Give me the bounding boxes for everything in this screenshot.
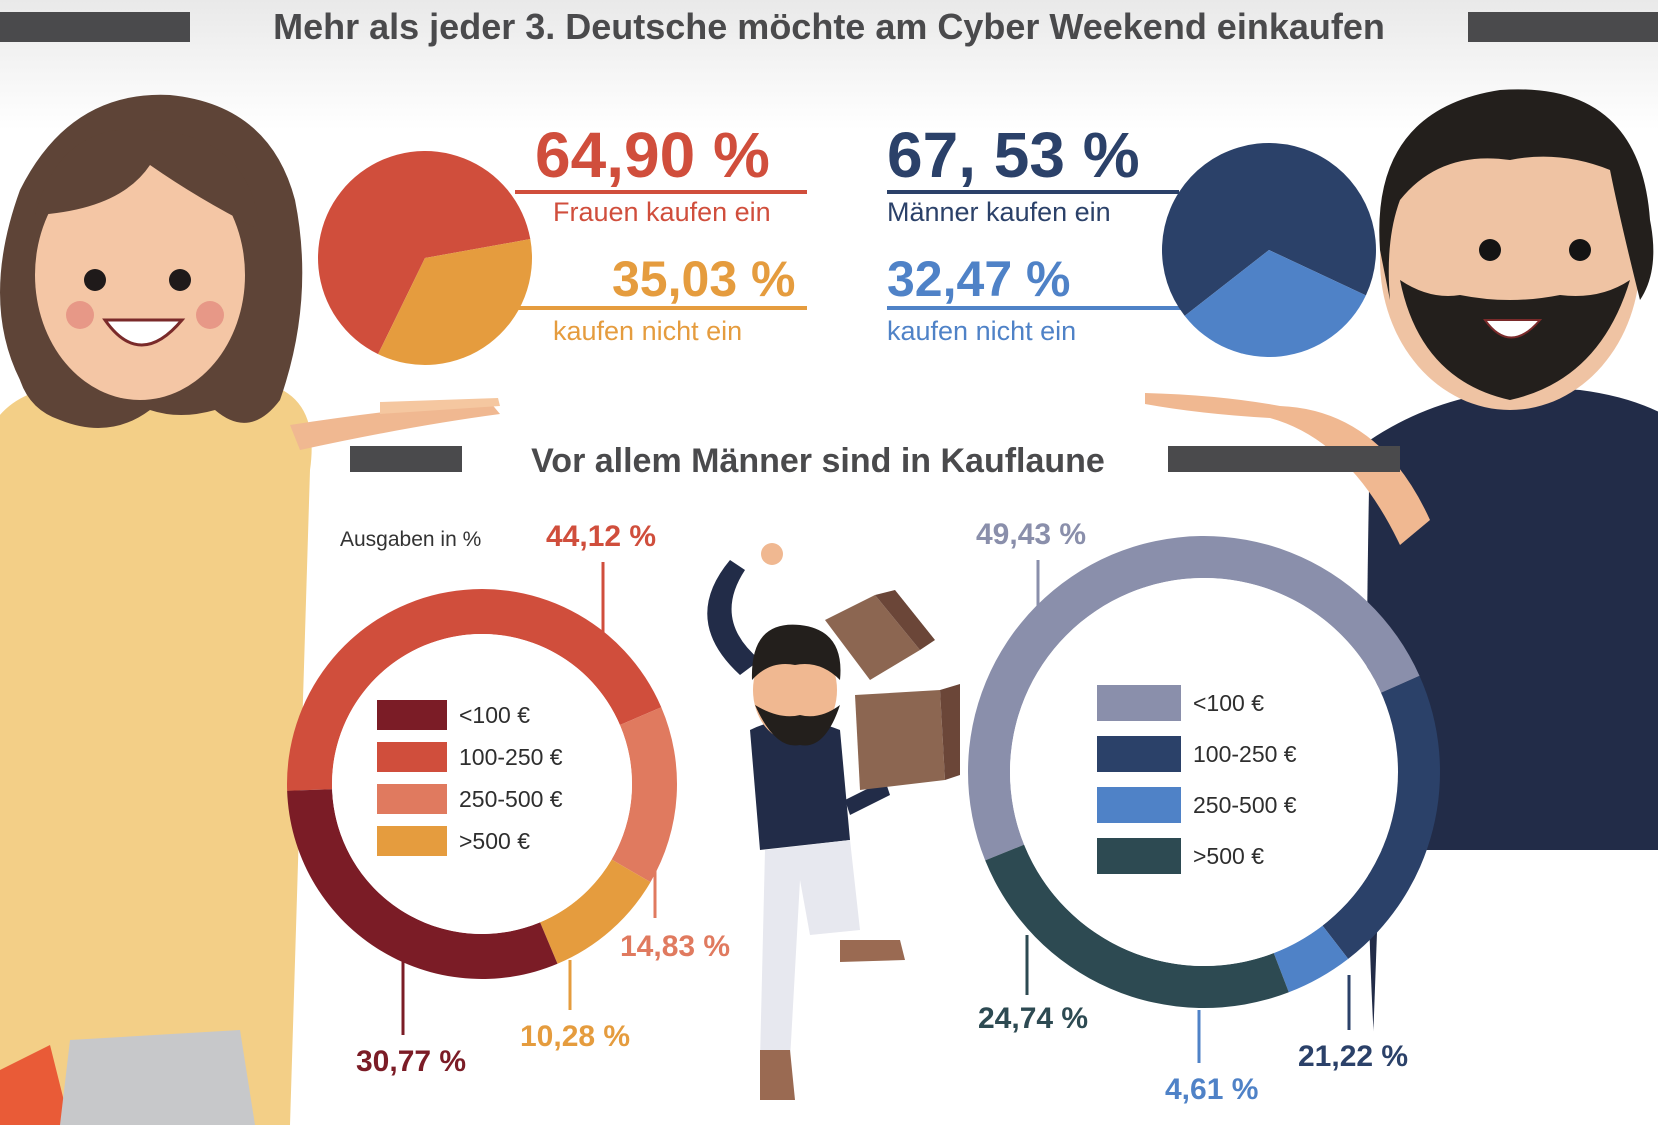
women-legend-label-500: >500 € (459, 827, 530, 854)
title-rule-right (1468, 12, 1658, 42)
women-legend-item-100-250: 100-250 € (377, 742, 563, 772)
men-pie-slice-m-nner-kaufen-ein (1162, 142, 1376, 316)
jumping-man-illustration (707, 543, 960, 1100)
women-donut-slice-250-500 (611, 707, 678, 883)
men-label-250-500: 4,61 % (1165, 1073, 1259, 1106)
women-label-under-100: 30,77 % (356, 1045, 467, 1078)
women-label-over-500: 10,28 % (520, 1020, 631, 1053)
subtitle-rule-right (1168, 446, 1400, 472)
women-legend-swatch-500 (377, 826, 447, 856)
men-donut-slice-100-250 (1322, 675, 1440, 959)
title-rule-left (0, 12, 190, 42)
subtitle: Vor allem Männer sind in Kauflaune (531, 442, 1105, 480)
women-legend-label-250-500: 250-500 € (459, 785, 563, 812)
women-buy-pct: 64,90 % (535, 119, 770, 191)
page-title: Mehr als jeder 3. Deutsche möchte am Cyb… (273, 6, 1385, 47)
women-not-pct: 35,03 % (612, 251, 796, 307)
men-legend-item-100-250: 100-250 € (1097, 736, 1297, 772)
men-label-under-100: 49,43 % (976, 518, 1087, 551)
spend-note: Ausgaben in % (340, 528, 482, 551)
men-legend-swatch-100-250 (1097, 736, 1181, 772)
men-donut-slice-250-500 (1273, 925, 1349, 993)
men-legend-swatch-100 (1097, 685, 1181, 721)
women-label-100-250: 44,12 % (546, 520, 657, 553)
women-pie-slice-kaufen-nicht-ein (378, 239, 532, 365)
men-legend-item-500: >500 € (1097, 838, 1297, 874)
women-legend-swatch-100-250 (377, 742, 447, 772)
men-legend-label-500: >500 € (1193, 842, 1264, 869)
men-pie-slice-kaufen-nicht-ein (1184, 250, 1366, 357)
subtitle-banner: Vor allem Männer sind in Kauflaune (350, 438, 1400, 488)
subtitle-rule-left (350, 446, 462, 472)
men-legend-label-100: <100 € (1193, 689, 1264, 716)
women-legend-item-500: >500 € (377, 826, 563, 856)
women-buy-label: Frauen kaufen ein (553, 197, 771, 227)
men-donut-slice-500 (985, 844, 1289, 1008)
men-not-underline (887, 306, 1189, 310)
women-legend-swatch-100 (377, 700, 447, 730)
women-donut-slice-100 (287, 789, 558, 979)
men-not-pct: 32,47 % (887, 251, 1071, 307)
men-label-over-500: 24,74 % (978, 1002, 1089, 1035)
men-legend-item-250-500: 250-500 € (1097, 787, 1297, 823)
men-buy-underline (887, 190, 1179, 194)
women-legend-item-250-500: 250-500 € (377, 784, 563, 814)
men-donut-slice-100 (967, 535, 1420, 861)
men-legend-swatch-500 (1097, 838, 1181, 874)
women-donut-slice-500 (540, 859, 651, 964)
women-legend-swatch-250-500 (377, 784, 447, 814)
men-legend: <100 € 100-250 € 250-500 € >500 € (1097, 685, 1297, 889)
women-buy-underline (515, 190, 807, 194)
men-not-label: kaufen nicht ein (887, 316, 1077, 346)
header-gradient (0, 0, 1658, 130)
women-legend-label-100: <100 € (459, 701, 530, 728)
men-legend-label-100-250: 100-250 € (1193, 740, 1297, 767)
men-label-100-250: 21,22 % (1298, 1040, 1409, 1073)
man-illustration (1145, 89, 1658, 1125)
men-buy-pct: 67, 53 % (887, 119, 1140, 191)
men-legend-label-250-500: 250-500 € (1193, 791, 1297, 818)
women-pie-slice-frauen-kaufen-ein (317, 150, 531, 355)
women-not-underline (505, 306, 807, 310)
title-banner: Mehr als jeder 3. Deutsche möchte am Cyb… (0, 0, 1658, 60)
women-label-250-500: 14,83 % (620, 930, 731, 963)
women-legend-item-100: <100 € (377, 700, 563, 730)
women-not-label: kaufen nicht ein (553, 316, 743, 346)
men-legend-item-100: <100 € (1097, 685, 1297, 721)
women-donut-slice-100-250 (286, 589, 662, 791)
men-legend-swatch-250-500 (1097, 787, 1181, 823)
women-legend: <100 € 100-250 € 250-500 € >500 € (377, 700, 563, 868)
men-buy-label: Männer kaufen ein (887, 197, 1111, 227)
women-legend-label-100-250: 100-250 € (459, 743, 563, 770)
woman-illustration (0, 94, 500, 1125)
